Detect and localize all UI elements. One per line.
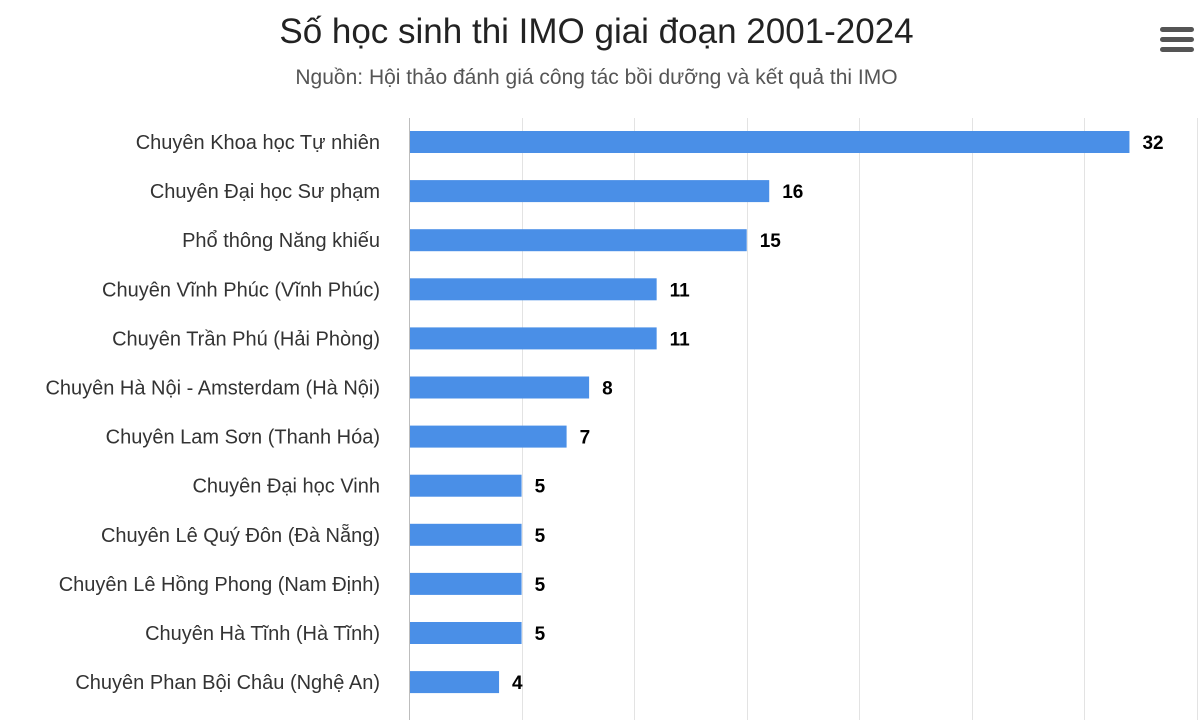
bar[interactable]: [410, 622, 522, 644]
category-label: Chuyên Lam Sơn (Thanh Hóa): [106, 427, 380, 449]
data-label: 5: [535, 624, 546, 645]
data-label: 15: [760, 231, 782, 252]
bar[interactable]: [410, 131, 1130, 153]
data-label: 5: [535, 477, 546, 498]
category-label: Chuyên Hà Tĩnh (Hà Tĩnh): [145, 623, 380, 645]
hamburger-menu-icon[interactable]: [1158, 24, 1196, 56]
menu-bar: [1160, 27, 1194, 32]
bar[interactable]: [410, 523, 522, 546]
data-label: 32: [1142, 133, 1163, 154]
category-label: Chuyên Hà Nội - Amsterdam (Hà Nội): [45, 378, 380, 400]
bar[interactable]: [410, 572, 522, 595]
category-label: Chuyên Đại học Sư phạm: [150, 181, 380, 203]
category-label: Chuyên Đại học Vinh: [192, 476, 380, 498]
data-label: 7: [580, 428, 591, 449]
data-label: 16: [782, 182, 803, 203]
menu-bar: [1160, 37, 1194, 42]
chart-title: Số học sinh thi IMO giai đoạn 2001-2024: [279, 12, 914, 51]
bar[interactable]: [410, 671, 500, 694]
bar[interactable]: [410, 327, 657, 350]
bar[interactable]: [410, 278, 657, 301]
data-label: 5: [535, 575, 546, 596]
category-label: Chuyên Lê Quý Đôn (Đà Nẵng): [101, 524, 380, 547]
chart-subtitle: Nguồn: Hội thảo đánh giá công tác bồi dư…: [295, 66, 898, 89]
category-label: Chuyên Khoa học Tự nhiên: [136, 132, 380, 154]
category-label: Chuyên Phan Bội Châu (Nghệ An): [75, 672, 380, 694]
bar[interactable]: [410, 474, 522, 497]
category-label: Chuyên Trần Phú (Hải Phòng): [112, 328, 380, 350]
bar[interactable]: [410, 180, 770, 203]
data-label: 4: [512, 673, 523, 694]
bar[interactable]: [410, 376, 590, 399]
category-label: Chuyên Vĩnh Phúc (Vĩnh Phúc): [102, 279, 380, 301]
category-label: Chuyên Lê Hồng Phong (Nam Định): [59, 574, 380, 596]
data-label: 5: [535, 526, 546, 547]
data-label: 8: [602, 379, 613, 400]
data-label: 11: [670, 280, 691, 301]
bar[interactable]: [410, 229, 747, 252]
data-label: 11: [670, 329, 691, 350]
category-label: Phổ thông Năng khiếu: [182, 230, 380, 252]
menu-bar: [1160, 47, 1194, 52]
bar[interactable]: [410, 425, 567, 448]
